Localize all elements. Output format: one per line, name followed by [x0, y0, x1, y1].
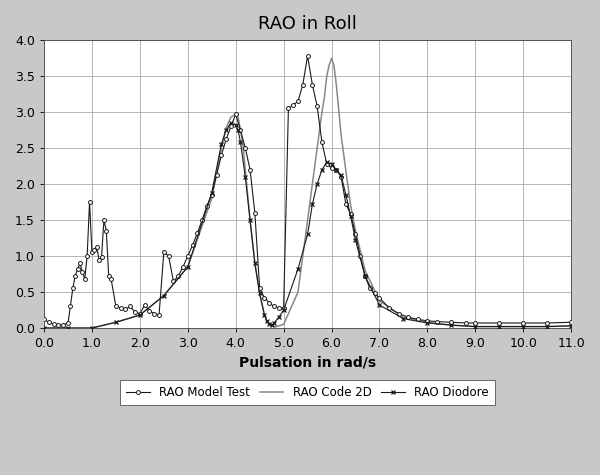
RAO Diodore: [223, 127, 230, 133]
RAO Diodore: [232, 122, 239, 128]
RAO Diodore: [275, 314, 283, 320]
RAO Model Test: [304, 53, 311, 59]
RAO Model Test: [40, 316, 47, 322]
Line: RAO Diodore: RAO Diodore: [41, 121, 574, 331]
RAO Diodore: [64, 325, 71, 331]
RAO Diodore: [314, 181, 321, 187]
RAO Model Test: [91, 247, 98, 253]
RAO Diodore: [251, 260, 259, 266]
RAO Diodore: [448, 323, 455, 328]
RAO Diodore: [424, 320, 431, 326]
RAO Code 2D: [40, 325, 47, 331]
Line: RAO Code 2D: RAO Code 2D: [44, 58, 571, 328]
RAO Diodore: [256, 291, 263, 296]
RAO Code 2D: [496, 324, 503, 330]
RAO Code 2D: [568, 323, 575, 329]
RAO Diodore: [227, 120, 235, 126]
RAO Diodore: [472, 324, 479, 330]
RAO Code 2D: [323, 73, 331, 79]
RAO Model Test: [223, 137, 230, 142]
RAO Diodore: [237, 140, 244, 145]
RAO Code 2D: [319, 109, 326, 115]
RAO Diodore: [261, 312, 268, 318]
RAO Diodore: [247, 217, 254, 223]
RAO Diodore: [242, 174, 249, 180]
Line: RAO Model Test: RAO Model Test: [42, 54, 573, 327]
RAO Diodore: [343, 192, 350, 198]
RAO Diodore: [352, 238, 359, 243]
RAO Model Test: [356, 253, 364, 259]
X-axis label: Pulsation in rad/s: Pulsation in rad/s: [239, 356, 376, 370]
RAO Diodore: [136, 312, 143, 318]
RAO Diodore: [268, 323, 275, 328]
RAO Diodore: [361, 273, 368, 279]
RAO Diodore: [295, 266, 302, 272]
RAO Model Test: [314, 104, 321, 109]
RAO Code 2D: [136, 312, 143, 318]
RAO Diodore: [328, 161, 335, 167]
RAO Diodore: [184, 264, 191, 270]
RAO Diodore: [333, 167, 340, 172]
RAO Diodore: [112, 319, 119, 325]
RAO Model Test: [55, 323, 62, 328]
RAO Diodore: [338, 172, 345, 178]
RAO Model Test: [83, 253, 91, 259]
RAO Diodore: [40, 325, 47, 331]
RAO Code 2D: [273, 324, 280, 330]
RAO Diodore: [309, 201, 316, 207]
RAO Diodore: [323, 160, 331, 165]
RAO Diodore: [271, 320, 278, 326]
RAO Diodore: [218, 142, 225, 147]
RAO Diodore: [235, 127, 242, 133]
RAO Model Test: [568, 319, 575, 325]
RAO Diodore: [266, 321, 273, 326]
RAO Model Test: [100, 217, 107, 223]
RAO Code 2D: [256, 291, 263, 296]
RAO Diodore: [160, 293, 167, 298]
RAO Diodore: [544, 324, 551, 330]
RAO Diodore: [304, 232, 311, 238]
RAO Diodore: [496, 324, 503, 330]
RAO Diodore: [376, 302, 383, 308]
Title: RAO in Roll: RAO in Roll: [258, 15, 357, 33]
Legend: RAO Model Test, RAO Code 2D, RAO Diodore: RAO Model Test, RAO Code 2D, RAO Diodore: [121, 380, 494, 405]
RAO Diodore: [568, 323, 575, 329]
RAO Diodore: [400, 316, 407, 322]
RAO Diodore: [263, 318, 271, 323]
RAO Code 2D: [328, 55, 335, 61]
RAO Diodore: [88, 325, 95, 331]
RAO Diodore: [347, 214, 355, 219]
RAO Diodore: [280, 307, 287, 313]
RAO Diodore: [319, 167, 326, 172]
RAO Diodore: [520, 324, 527, 330]
RAO Diodore: [208, 190, 215, 196]
